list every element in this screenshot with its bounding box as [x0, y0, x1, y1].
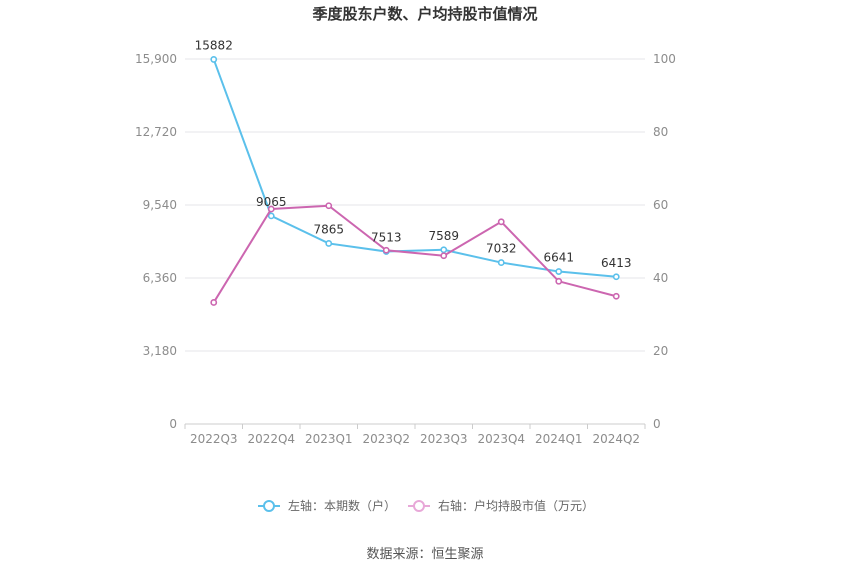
right-tick-label: 80: [653, 125, 668, 139]
data-point[interactable]: [325, 240, 333, 247]
x-tick-label: 2023Q3: [420, 432, 468, 446]
data-label: 7032: [486, 242, 517, 256]
data-point[interactable]: [210, 299, 218, 306]
data-point[interactable]: [612, 273, 620, 281]
left-tick-label: 0: [169, 417, 177, 431]
right-axis: 0 20 40 60 80 100: [653, 52, 676, 431]
data-point[interactable]: [210, 56, 218, 63]
data-point[interactable]: [267, 205, 275, 213]
x-axis: 2022Q3 2022Q4 2023Q1 2023Q2 2023Q3 2023Q4 2024…: [184, 424, 646, 446]
data-label: 15882: [195, 38, 233, 52]
legend-item-left-series[interactable]: 左轴：本期数（户）: [258, 498, 396, 513]
data-point[interactable]: [267, 212, 275, 220]
legend-label-right: 右轴：户均持股市值（万元）: [438, 498, 594, 513]
right-tick-label: 0: [653, 417, 661, 431]
data-label: 9065: [256, 195, 287, 209]
data-label: 6641: [543, 251, 574, 265]
legend-label-left: 左轴：本期数（户）: [288, 498, 396, 513]
data-label: 7865: [313, 222, 344, 236]
data-point[interactable]: [325, 202, 333, 210]
right-tick-label: 20: [653, 344, 668, 358]
data-point[interactable]: [497, 259, 505, 266]
grid: [185, 58, 645, 425]
x-tick-label: 2022Q3: [190, 432, 238, 446]
series-layer: [210, 56, 620, 306]
data-label: 6413: [601, 256, 632, 270]
data-point[interactable]: [382, 246, 390, 254]
series-left: [210, 56, 620, 281]
data-point[interactable]: [440, 246, 448, 254]
legend-item-right-series[interactable]: 右轴：户均持股市值（万元）: [408, 498, 594, 513]
data-point[interactable]: [612, 292, 620, 300]
chart-title: 季度股东户数、户均持股市值情况: [312, 5, 537, 23]
source-note: 数据来源：恒生聚源: [366, 547, 483, 562]
data-point[interactable]: [497, 218, 505, 226]
data-label: 7589: [428, 229, 459, 243]
x-tick-label: 2023Q2: [362, 432, 410, 446]
right-tick-label: 100: [653, 52, 676, 66]
left-tick-label: 6,360: [143, 271, 177, 285]
right-tick-label: 60: [653, 198, 668, 212]
left-tick-label: 12,720: [135, 125, 177, 139]
series-line-right: [212, 204, 617, 303]
x-tick-label: 2023Q4: [477, 432, 525, 446]
x-tick-label: 2023Q1: [305, 432, 353, 446]
data-labels: 15882 9065 7865 7513 7589 7032 6641 6413: [195, 38, 632, 269]
series-line-left: [212, 59, 617, 278]
x-tick-label: 2022Q4: [247, 432, 295, 446]
data-point[interactable]: [440, 252, 448, 260]
legend: 左轴：本期数（户） 右轴：户均持股市值（万元）: [258, 498, 594, 513]
data-point[interactable]: [555, 268, 563, 275]
series-right: [210, 202, 620, 306]
x-tick-label: 2024Q2: [592, 432, 640, 446]
left-tick-label: 15,900: [135, 52, 177, 66]
left-axis: 0 3,180 6,360 9,540 12,720 15,900: [135, 52, 177, 431]
data-point[interactable]: [555, 277, 563, 285]
left-tick-label: 9,540: [143, 198, 177, 212]
left-tick-label: 3,180: [143, 344, 177, 358]
data-label: 7513: [371, 231, 402, 245]
right-tick-label: 40: [653, 271, 668, 285]
legend-marker-left: [263, 500, 275, 512]
legend-marker-right: [413, 500, 425, 512]
x-tick-label: 2024Q1: [535, 432, 583, 446]
